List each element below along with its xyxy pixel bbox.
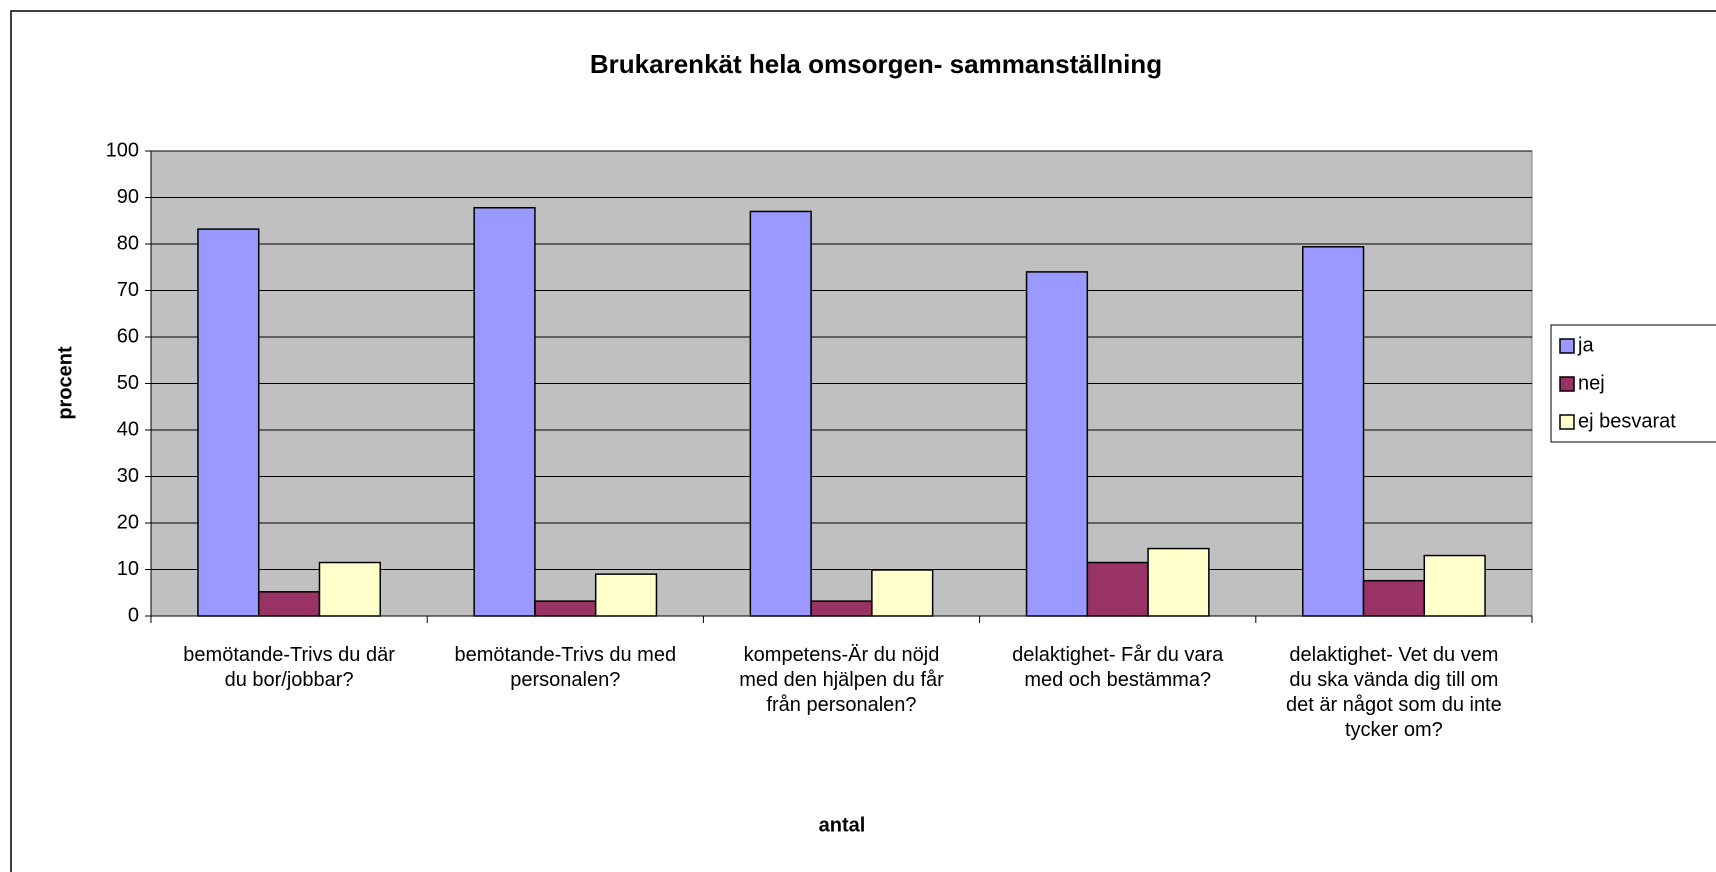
x-tick-label: bemötande-Trivs du med personalen?: [455, 644, 677, 691]
y-tick-label: 50: [117, 372, 139, 394]
bar: [1147, 547, 1210, 617]
bar: [749, 210, 812, 617]
bar: [318, 561, 381, 617]
bar: [1362, 579, 1426, 617]
x-tick-label: delaktighet- Vet du vem du ska vända dig …: [1286, 644, 1502, 741]
legend-label: ej besvarat: [1578, 410, 1676, 432]
y-tick-label: 90: [117, 186, 139, 208]
bar: [473, 206, 536, 617]
bar: [871, 569, 934, 617]
y-tick-label: 80: [117, 232, 139, 254]
bar: [810, 600, 873, 617]
x-tick-label: kompetens-Är du nöjd med den hjälpen du f…: [739, 644, 944, 716]
x-axis-title: antal: [819, 814, 866, 836]
bar: [534, 600, 597, 617]
y-tick-label: 70: [117, 279, 139, 301]
y-tick-label: 10: [117, 558, 139, 580]
legend-swatch: [1559, 414, 1575, 430]
bar: [197, 228, 260, 617]
y-tick-label: 100: [106, 139, 139, 161]
bar: [1302, 246, 1365, 617]
y-tick-label: 20: [117, 511, 139, 533]
legend-swatch: [1559, 376, 1575, 392]
bar: [594, 573, 658, 617]
bar: [257, 591, 321, 617]
legend-box: [1550, 324, 1716, 443]
bar: [1025, 271, 1089, 617]
legend-swatch: [1559, 338, 1575, 354]
x-tick-label: delaktighet- Får du vara med och bestämma…: [1012, 644, 1224, 691]
y-tick-label: 0: [128, 604, 139, 626]
y-tick-label: 40: [117, 418, 139, 440]
x-tick-label: bemötande-Trivs du där du bor/jobbar?: [183, 644, 395, 691]
y-tick-label: 30: [117, 465, 139, 487]
y-tick-label: 60: [117, 325, 139, 347]
chart-title: Brukarenkät hela omsorgen- sammanställni…: [590, 49, 1162, 79]
y-axis-title: procent: [54, 346, 76, 420]
legend-label: ja: [1577, 334, 1594, 356]
legend-label: nej: [1578, 372, 1605, 394]
bar: [1423, 554, 1486, 617]
bar: [1086, 561, 1149, 617]
